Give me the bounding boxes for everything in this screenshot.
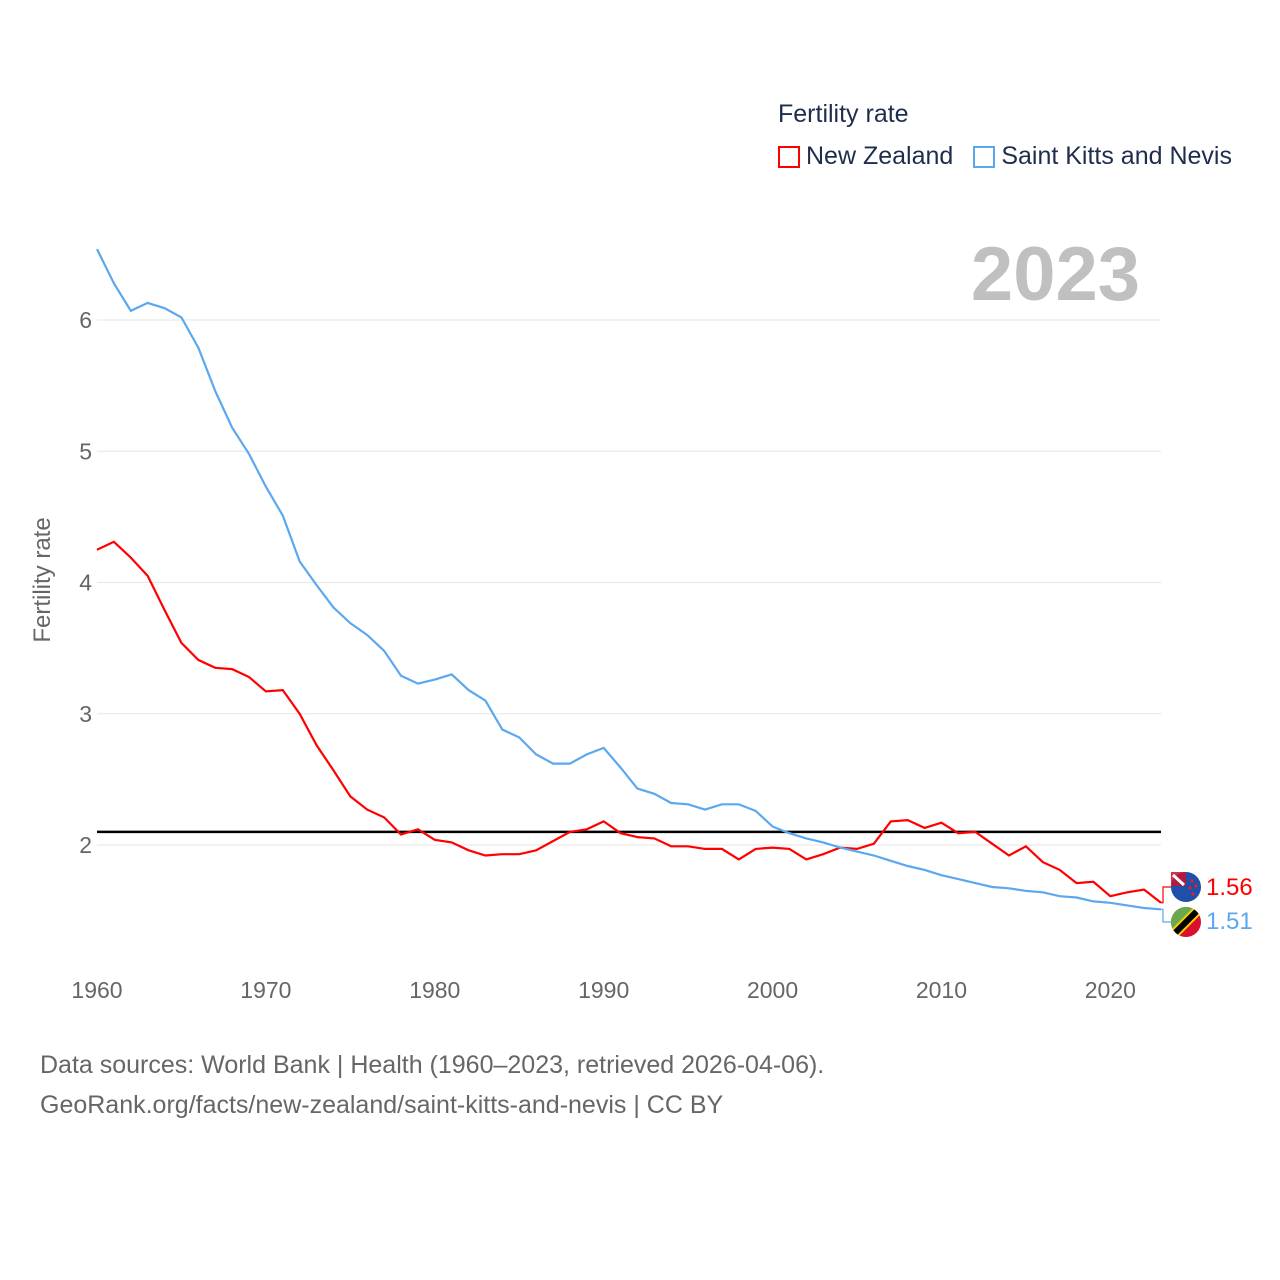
legend-swatch [778,145,800,168]
y-tick-label: 5 [79,438,92,464]
legend-label: New Zealand [806,142,954,170]
x-tick-label: 1980 [409,977,460,1003]
x-tick-label: 2020 [1085,977,1136,1003]
series-line-saint-kitts-and-nevis [96,248,1162,911]
x-tick-label: 1970 [240,977,291,1003]
legend-item-saint-kitts-and-nevis[interactable]: Saint Kitts and Nevis [973,142,1232,171]
series-line-new-zealand [96,540,1162,904]
legend-title: Fertility rate [778,100,909,128]
source-line-2[interactable]: GeoRank.org/facts/new-zealand/saint-kitt… [40,1091,724,1119]
legend-label: Saint Kitts and Nevis [1001,142,1232,170]
x-tick-label: 1960 [71,977,122,1003]
connector-line [1161,886,1171,904]
x-tick-label: 2010 [916,977,967,1003]
legend-item-new-zealand[interactable]: New Zealand [778,142,953,171]
x-tick-label: 1990 [578,977,629,1003]
connector-line [1161,908,1171,923]
y-tick-label: 2 [79,832,92,858]
y-axis-label: Fertility rate [29,517,56,642]
end-value-label: 1.56 [1206,874,1253,901]
legend-swatch [973,145,996,168]
saint-kitts-flag-icon [1171,907,1201,937]
new-zealand-flag-icon [1171,872,1201,902]
legend: New Zealand Saint Kitts and Nevis [778,142,1232,171]
year-label: 2023 [971,232,1140,317]
source-note: Data sources: World Bank | Health (1960–… [40,1045,824,1125]
end-value-label: 1.51 [1206,908,1253,935]
y-tick-label: 6 [79,307,92,333]
source-line-1: Data sources: World Bank | Health (1960–… [40,1051,825,1079]
y-tick-label: 4 [79,570,92,596]
x-tick-label: 2000 [747,977,798,1003]
y-tick-label: 3 [79,701,92,727]
